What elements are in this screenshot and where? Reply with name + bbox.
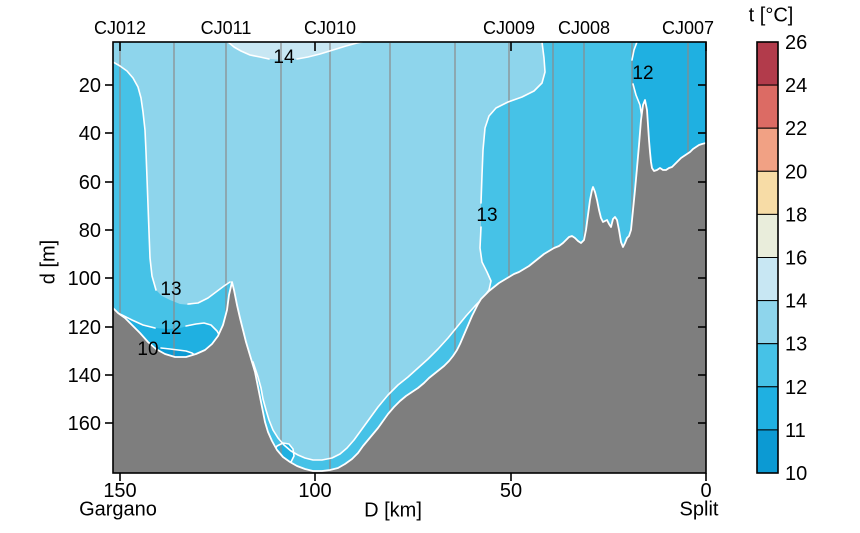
colorbar-title: t [°C]	[748, 4, 794, 27]
colorbar-tick-label: 11	[785, 420, 806, 442]
colorbar-cell	[756, 343, 779, 388]
isotherm-contour-line	[480, 42, 546, 204]
y-axis-label: d [m]	[37, 239, 60, 285]
colorbar-tick-label: 14	[785, 291, 807, 313]
contour-label: 13	[160, 279, 181, 300]
colorbar-tick-label: 20	[785, 161, 807, 183]
left-endpoint-label: Gargano	[79, 498, 157, 521]
isotherm-contour-line	[296, 42, 363, 60]
colorbar-cell	[756, 300, 779, 345]
colorbar-cell	[756, 429, 779, 474]
colorbar-tick-label: 26	[785, 32, 807, 54]
station-label: CJ009	[483, 18, 535, 38]
station-label: CJ010	[304, 18, 356, 38]
contour-label: 13	[476, 205, 497, 226]
isotherm-contour-line	[160, 347, 197, 357]
colorbar-tick-label: 13	[785, 334, 807, 356]
colorbar-tick-label: 24	[785, 75, 807, 97]
station-label: CJ007	[662, 18, 714, 38]
x-tick-label: 100	[298, 480, 331, 502]
y-tick-label: 40	[79, 123, 101, 145]
colorbar-tick-label: 12	[785, 377, 807, 399]
x-axis-label: D [km]	[364, 499, 422, 522]
colorbar-tick-label: 16	[785, 248, 807, 270]
seafloor-outline	[113, 99, 706, 472]
colorbar-tick-label: 10	[785, 463, 807, 485]
colorbar-cell	[756, 213, 779, 258]
y-tick-label: 20	[79, 75, 101, 97]
isotherm-contour-line	[187, 281, 231, 305]
isotherm-contour-line	[631, 42, 638, 61]
station-label: CJ012	[94, 18, 146, 38]
right-endpoint-label: Split	[679, 498, 719, 521]
colorbar-tick-label: 22	[785, 118, 807, 140]
colorbar-cell	[756, 170, 779, 215]
colorbar-border	[756, 41, 779, 474]
colorbar-cell	[756, 386, 779, 431]
y-tick-label: 60	[79, 172, 101, 194]
station-label: CJ011	[201, 18, 252, 38]
band-14-16-surface-lens	[228, 42, 362, 60]
contour-label: 10	[137, 339, 158, 360]
y-tick-label: 160	[68, 413, 101, 435]
x-tick-label: 50	[500, 480, 522, 502]
isotherm-contour-line	[227, 42, 270, 60]
y-tick-label: 140	[68, 365, 101, 387]
seafloor-bathymetry	[113, 100, 706, 473]
contour-label: 14	[273, 47, 295, 68]
station-label: CJ008	[558, 18, 610, 38]
x-tick-label: 0	[700, 480, 711, 502]
colorbar-cell	[756, 41, 779, 86]
y-tick-label: 80	[79, 220, 101, 242]
x-tick-label: 150	[103, 480, 136, 502]
isotherm-contour-line	[113, 61, 157, 291]
y-tick-label: 120	[68, 317, 101, 339]
colorbar-tick-label: 18	[785, 204, 807, 226]
contour-label: 12	[632, 63, 653, 84]
axes-box	[112, 41, 707, 474]
colorbar-cell	[756, 257, 779, 302]
colorbar-cell	[756, 127, 779, 172]
y-tick-label: 100	[68, 268, 101, 290]
colorbar-cell	[756, 84, 779, 129]
contour-label: 12	[160, 318, 181, 339]
